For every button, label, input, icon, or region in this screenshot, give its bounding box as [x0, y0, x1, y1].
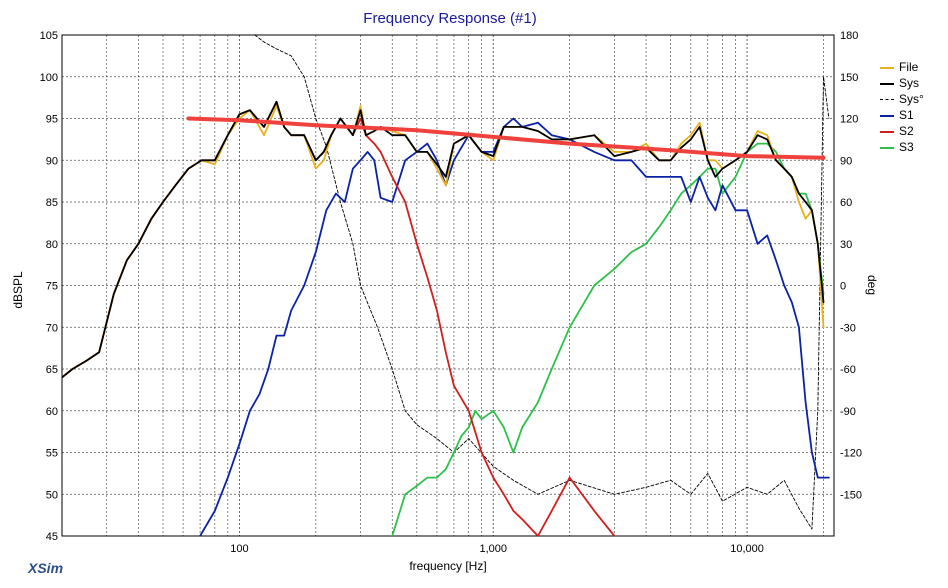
legend-label: Sys° [899, 92, 924, 106]
legend-swatch [880, 131, 894, 133]
x-tick-labels: 100 1,000 10,000 [230, 543, 764, 555]
y-tick-label: 45 [46, 531, 58, 543]
y2-tick-label: 150 [840, 72, 858, 84]
y2-tick-label: -90 [840, 406, 856, 418]
x-axis-title: frequency [Hz] [409, 559, 486, 573]
series-sys [62, 100, 825, 379]
y-tick-label: 80 [46, 239, 58, 251]
y2-tick-label: 90 [840, 155, 852, 167]
grid [62, 35, 834, 536]
y-axis-title: dBSPL [11, 271, 25, 309]
y2-tick-label: 60 [840, 197, 852, 209]
y-tick-label: 70 [46, 322, 58, 334]
y2-tick-labels: 180 150 120 90 60 30 0 -30 -60 -90 -120 -150 [840, 30, 862, 501]
y-tick-label: 100 [40, 72, 58, 84]
y2-tick-label: 30 [840, 239, 852, 251]
legend-label: S1 [899, 108, 914, 122]
series-sys-phase [254, 35, 830, 530]
series-s3 [391, 142, 825, 536]
chart-title: Frequency Response (#1) [363, 10, 537, 27]
series-s2 [62, 100, 616, 536]
y2-tick-label: -60 [840, 364, 856, 376]
y-tick-label: 85 [46, 197, 58, 209]
legend-label: File [899, 60, 919, 74]
y-tick-label: 65 [46, 364, 58, 376]
y-tick-label: 95 [46, 114, 58, 126]
y2-tick-label: 120 [840, 114, 858, 126]
y-tick-label: 105 [40, 30, 58, 42]
legend-swatch [880, 99, 894, 100]
x-tick-label: 1,000 [479, 543, 507, 555]
legend-swatch [880, 115, 894, 117]
legend-label: S2 [899, 124, 914, 138]
y-tick-label: 60 [46, 406, 58, 418]
y2-tick-label: 180 [840, 30, 858, 42]
x-tick-label: 100 [230, 543, 248, 555]
legend-swatch [880, 83, 894, 85]
y-tick-label: 50 [46, 489, 58, 501]
series-layer [62, 35, 830, 536]
app-brand: XSim [28, 560, 64, 576]
y-tick-label: 55 [46, 448, 58, 460]
x-tick-label: 10,000 [730, 543, 764, 555]
legend-swatch [880, 67, 894, 69]
y-tick-label: 90 [46, 155, 58, 167]
y2-tick-label: -150 [840, 489, 862, 501]
y2-tick-label: -30 [840, 322, 856, 334]
y-tick-label: 75 [46, 281, 58, 293]
plot-frame [61, 34, 835, 537]
legend-label: S3 [899, 140, 914, 154]
y2-tick-label: -120 [840, 448, 862, 460]
target-curve [186, 116, 826, 160]
y2-tick-label: 0 [840, 281, 846, 293]
y-tick-labels: 45 50 55 60 65 70 75 80 85 90 95 100 105 [40, 30, 58, 543]
legend-label: Sys [899, 76, 920, 90]
legend-swatch [880, 147, 894, 149]
y2-axis-title: deg [865, 275, 879, 295]
